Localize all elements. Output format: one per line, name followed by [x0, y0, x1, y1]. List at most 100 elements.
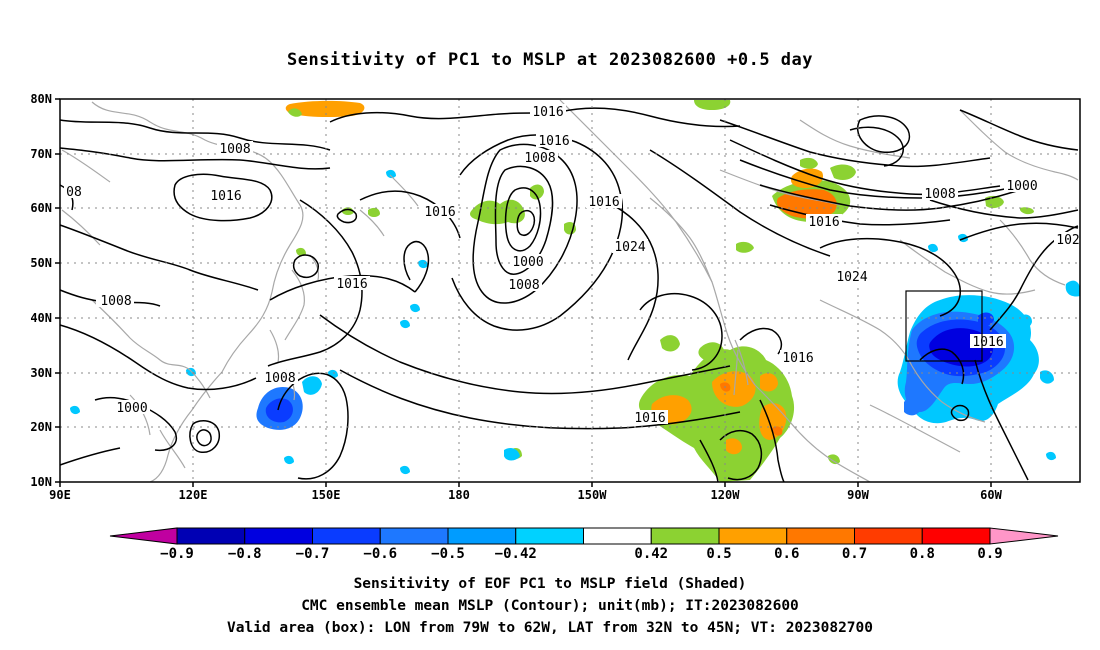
contour-label-bg — [536, 133, 572, 147]
contour-label-bg — [262, 370, 298, 384]
contour-label-bg — [208, 188, 244, 202]
sensitivity-region-green — [1020, 207, 1034, 215]
contour-labels: 1016 1016 1008 1008 08 1016 1016 1016 1024 1000 10… — [64, 104, 1082, 426]
contour-label: 1008 — [524, 151, 555, 166]
contour-label-bg — [114, 400, 150, 414]
contour-label: 1016 — [808, 215, 839, 230]
contour-label-bg — [586, 194, 622, 208]
lon-label: 90W — [847, 488, 869, 502]
contour-label-bg — [1004, 178, 1040, 192]
lon-label: 150W — [578, 488, 608, 502]
colorbar-segment — [244, 527, 313, 545]
mslp-contours — [59, 107, 1079, 483]
contour-label: 1008 — [100, 294, 131, 309]
sensitivity-region-orange — [712, 371, 756, 407]
lat-label: 30N — [30, 366, 52, 380]
colorbar-high-triangle — [989, 527, 1059, 545]
sensitivity-region-green — [830, 164, 856, 180]
colorbar-label: −0.7 — [296, 546, 330, 562]
caption: Sensitivity of EOF PC1 to MSLP field (Sh… — [0, 573, 1100, 639]
colorbar-label: 0.6 — [774, 546, 799, 562]
sensitivity-region-light-blue — [1018, 314, 1032, 329]
colorbar-label: −0.6 — [363, 546, 397, 562]
sensitivity-shading — [70, 100, 1080, 482]
colorbar-label: 0.9 — [977, 546, 1002, 562]
colorbar-segment — [583, 527, 652, 545]
sensitivity-region-light-blue — [302, 376, 322, 395]
colorbar-label: 0.42 — [634, 546, 668, 562]
lon-label: 120W — [711, 488, 741, 502]
contour-label: 1016 — [424, 205, 455, 220]
lat-label: 20N — [30, 420, 52, 434]
contour-label-bg — [522, 150, 558, 164]
sensitivity-region-dark-orange — [772, 426, 783, 436]
contour-label: 1016 — [538, 134, 569, 149]
lat-label: 60N — [30, 201, 52, 215]
contour-label: 1008 — [219, 142, 250, 157]
contour-label: 1000 — [1006, 179, 1037, 194]
colorbar-segment — [718, 527, 788, 545]
contour-label: 1016 — [210, 189, 241, 204]
contour-label-bg — [98, 293, 134, 307]
sensitivity-region-green — [828, 454, 840, 465]
sensitivity-region-orange — [726, 438, 742, 455]
sensitivity-region-green — [368, 207, 380, 217]
sensitivity-region-light-blue — [386, 169, 396, 179]
sensitivity-region-blue — [265, 398, 293, 423]
sensitivity-region-green — [694, 100, 731, 110]
colorbar-segment — [379, 527, 449, 545]
contour-label-bg — [780, 350, 816, 364]
contour-label-bg — [806, 214, 842, 228]
sensitivity-region-light-blue — [418, 259, 428, 269]
colorbar-segment — [854, 527, 923, 545]
colorbar-low-triangle — [109, 527, 178, 545]
contour-label: 08 — [66, 185, 82, 200]
contour-label-bg — [334, 276, 370, 290]
lat-label: 50N — [30, 256, 52, 270]
map-title: Sensitivity of PC1 to MSLP at 2023082600… — [286, 50, 813, 70]
contour-label-bg — [510, 254, 546, 268]
colorbar-segment — [515, 527, 584, 545]
lat-label: 10N — [30, 475, 52, 489]
sensitivity-region-green — [736, 241, 754, 253]
colorbar-segment — [312, 527, 381, 545]
caption-line-2: CMC ensemble mean MSLP (Contour); unit(m… — [301, 598, 799, 614]
contour-label: 1008 — [264, 371, 295, 386]
contour-label-bg — [632, 410, 668, 424]
sensitivity-region-light-blue — [400, 465, 410, 475]
contour-label-bg — [217, 141, 253, 155]
sensitivity-region-green — [698, 342, 725, 364]
validation-area-box — [905, 290, 983, 362]
colorbar: −0.9 −0.8 −0.7 −0.6 −0.5 −0.42 0.42 0.5 0.6 0.7 0.… — [109, 527, 1059, 562]
sensitivity-region-green — [660, 335, 680, 352]
sensitivity-region-light-blue — [410, 303, 420, 313]
colorbar-segment — [650, 527, 720, 545]
contour-label: 1024 — [614, 240, 645, 255]
contour-label-bg — [922, 186, 958, 200]
map-frame — [59, 98, 1081, 483]
sensitivity-region-light-blue — [504, 448, 520, 461]
sensitivity-region-green — [638, 346, 795, 482]
colorbar-label: 0.5 — [706, 546, 731, 562]
sensitivity-region-light-blue — [70, 405, 80, 415]
sensitivity-region-orange — [760, 373, 778, 392]
contour-label: 1024 — [836, 270, 867, 285]
contour-label-bg — [506, 277, 542, 291]
sensitivity-region-light-blue — [1046, 451, 1056, 461]
lat-label: 80N — [30, 92, 52, 106]
contour-label-bg — [422, 204, 458, 218]
colorbar-label: −0.42 — [495, 546, 537, 562]
contour-label-bg — [64, 184, 84, 198]
caption-line-1: Sensitivity of EOF PC1 to MSLP field (Sh… — [353, 576, 747, 592]
colorbar-label: 0.7 — [842, 546, 867, 562]
contour-label-bg — [834, 269, 870, 283]
contour-label-bg — [1054, 232, 1082, 246]
colorbar-label: −0.8 — [228, 546, 262, 562]
contour-label: 1008 — [508, 278, 539, 293]
contour-label: 1016 — [532, 105, 563, 120]
sensitivity-region-green — [800, 157, 818, 169]
sensitivity-region-orange — [790, 168, 824, 188]
sensitivity-region-orange — [285, 100, 365, 118]
lon-label: 120E — [179, 488, 208, 502]
